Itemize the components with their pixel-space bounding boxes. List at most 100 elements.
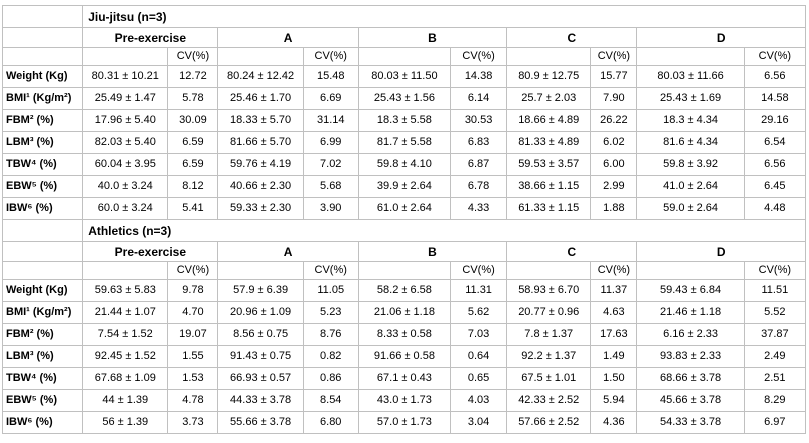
table-row: IBW⁶ (%) 60.0 ± 3.24 5.41 59.33 ± 2.30 3.90 6… bbox=[1, 197, 807, 220]
mean-sd-cell: 8.33 ± 0.58 bbox=[357, 323, 452, 346]
row-label: FBM² (%) bbox=[1, 109, 84, 132]
mean-sd-cell: 41.0 ± 2.64 bbox=[636, 175, 745, 198]
mean-sd-cell: 57.0 ± 1.73 bbox=[357, 411, 452, 434]
cv-cell: 6.59 bbox=[167, 131, 219, 154]
col-header-d: D bbox=[636, 27, 806, 48]
cv-cell: 6.83 bbox=[450, 131, 508, 154]
table-row: BMI¹ (Kg/m²) 25.49 ± 1.47 5.78 25.46 ± 1.70… bbox=[1, 87, 807, 110]
mean-sd-cell: 80.03 ± 11.50 bbox=[357, 65, 452, 88]
cv-cell: 6.00 bbox=[590, 153, 638, 176]
empty-subheader-cell bbox=[357, 47, 452, 66]
corner-cell bbox=[1, 261, 84, 280]
mean-sd-cell: 59.33 ± 2.30 bbox=[217, 197, 304, 220]
cv-header-row: CV(%) CV(%) CV(%) CV(%) CV(%) bbox=[1, 261, 807, 280]
cv-cell: 2.49 bbox=[743, 345, 807, 368]
cv-cell: 17.63 bbox=[590, 323, 638, 346]
corner-cell bbox=[1, 241, 84, 262]
col-header-a: A bbox=[217, 241, 359, 262]
table-row: FBM² (%) 7.54 ± 1.52 19.07 8.56 ± 0.75 8.76 8… bbox=[1, 323, 807, 346]
cv-cell: 14.58 bbox=[743, 87, 807, 110]
condition-header-row: Pre-exercise A B C D bbox=[1, 27, 806, 48]
row-label: TBW⁴ (%) bbox=[1, 153, 84, 176]
mean-sd-cell: 44 ± 1.39 bbox=[82, 389, 169, 412]
cv-cell: 4.48 bbox=[743, 197, 807, 220]
mean-sd-cell: 92.2 ± 1.37 bbox=[506, 345, 592, 368]
empty-subheader-cell bbox=[217, 47, 304, 66]
mean-sd-cell: 80.03 ± 11.66 bbox=[636, 65, 745, 88]
mean-sd-cell: 21.46 ± 1.18 bbox=[636, 301, 745, 324]
cv-cell: 3.04 bbox=[450, 411, 508, 434]
mean-sd-cell: 45.66 ± 3.78 bbox=[636, 389, 745, 412]
cv-cell: 3.73 bbox=[167, 411, 219, 434]
table-row: TBW⁴ (%) 60.04 ± 3.95 6.59 59.76 ± 4.19 7.02… bbox=[1, 153, 807, 176]
mean-sd-cell: 61.33 ± 1.15 bbox=[506, 197, 592, 220]
cv-cell: 4.70 bbox=[167, 301, 219, 324]
mean-sd-cell: 25.46 ± 1.70 bbox=[217, 87, 304, 110]
cv-cell: 4.78 bbox=[167, 389, 219, 412]
cv-cell: 5.78 bbox=[167, 87, 219, 110]
mean-sd-cell: 17.96 ± 5.40 bbox=[82, 109, 169, 132]
mean-sd-cell: 67.68 ± 1.09 bbox=[82, 367, 169, 390]
col-header-c: C bbox=[506, 241, 638, 262]
table-row: BMI¹ (Kg/m²) 21.44 ± 1.07 4.70 20.96 ± 1.09… bbox=[1, 301, 807, 324]
mean-sd-cell: 59.53 ± 3.57 bbox=[506, 153, 592, 176]
cv-cell: 5.68 bbox=[302, 175, 359, 198]
cv-cell: 2.51 bbox=[743, 367, 807, 390]
cv-cell: 14.38 bbox=[450, 65, 508, 88]
cv-cell: 6.14 bbox=[450, 87, 508, 110]
mean-sd-cell: 67.5 ± 1.01 bbox=[506, 367, 592, 390]
mean-sd-cell: 39.9 ± 2.64 bbox=[357, 175, 452, 198]
empty-subheader-cell bbox=[636, 47, 745, 66]
mean-sd-cell: 80.31 ± 10.21 bbox=[82, 65, 169, 88]
row-label: FBM² (%) bbox=[1, 323, 84, 346]
cv-cell: 5.94 bbox=[590, 389, 638, 412]
section-title-row: Athletics (n=3) bbox=[1, 219, 806, 242]
mean-sd-cell: 18.33 ± 5.70 bbox=[217, 109, 304, 132]
mean-sd-cell: 92.45 ± 1.52 bbox=[82, 345, 169, 368]
cv-cell: 4.33 bbox=[450, 197, 508, 220]
mean-sd-cell: 25.43 ± 1.69 bbox=[636, 87, 745, 110]
row-label: Weight (Kg) bbox=[1, 279, 84, 302]
mean-sd-cell: 21.44 ± 1.07 bbox=[82, 301, 169, 324]
section-title-jiu-jitsu: Jiu-jitsu (n=3) bbox=[82, 5, 806, 28]
mean-sd-cell: 40.66 ± 2.30 bbox=[217, 175, 304, 198]
mean-sd-cell: 58.93 ± 6.70 bbox=[506, 279, 592, 302]
cv-cell: 0.64 bbox=[450, 345, 508, 368]
mean-sd-cell: 66.93 ± 0.57 bbox=[217, 367, 304, 390]
cv-cell: 6.80 bbox=[302, 411, 359, 434]
mean-sd-cell: 59.43 ± 6.84 bbox=[636, 279, 745, 302]
mean-sd-cell: 7.54 ± 1.52 bbox=[82, 323, 169, 346]
row-label: BMI¹ (Kg/m²) bbox=[1, 301, 84, 324]
cv-cell: 37.87 bbox=[743, 323, 807, 346]
cv-cell: 6.02 bbox=[590, 131, 638, 154]
mean-sd-cell: 58.2 ± 6.58 bbox=[357, 279, 452, 302]
cv-cell: 2.99 bbox=[590, 175, 638, 198]
mean-sd-cell: 91.66 ± 0.58 bbox=[357, 345, 452, 368]
mean-sd-cell: 25.49 ± 1.47 bbox=[82, 87, 169, 110]
cv-cell: 6.56 bbox=[743, 65, 807, 88]
mean-sd-cell: 59.0 ± 2.64 bbox=[636, 197, 745, 220]
cv-header: CV(%) bbox=[167, 47, 219, 66]
mean-sd-cell: 67.1 ± 0.43 bbox=[357, 367, 452, 390]
cv-cell: 6.56 bbox=[743, 153, 807, 176]
cv-cell: 6.69 bbox=[302, 87, 359, 110]
cv-cell: 11.37 bbox=[590, 279, 638, 302]
corner-cell bbox=[1, 5, 84, 28]
cv-cell: 4.36 bbox=[590, 411, 638, 434]
cv-cell: 5.52 bbox=[743, 301, 807, 324]
row-label: BMI¹ (Kg/m²) bbox=[1, 87, 84, 110]
mean-sd-cell: 6.16 ± 2.33 bbox=[636, 323, 745, 346]
mean-sd-cell: 56 ± 1.39 bbox=[82, 411, 169, 434]
cv-header: CV(%) bbox=[450, 47, 508, 66]
cv-cell: 0.82 bbox=[302, 345, 359, 368]
row-label: IBW⁶ (%) bbox=[1, 411, 84, 434]
table-row: EBW⁵ (%) 40.0 ± 3.24 8.12 40.66 ± 2.30 5.68 3… bbox=[1, 175, 807, 198]
table-row: FBM² (%) 17.96 ± 5.40 30.09 18.33 ± 5.70 31.… bbox=[1, 109, 807, 132]
col-header-c: C bbox=[506, 27, 638, 48]
cv-cell: 15.77 bbox=[590, 65, 638, 88]
row-label: IBW⁶ (%) bbox=[1, 197, 84, 220]
mean-sd-cell: 60.04 ± 3.95 bbox=[82, 153, 169, 176]
mean-sd-cell: 25.43 ± 1.56 bbox=[357, 87, 452, 110]
cv-cell: 6.97 bbox=[743, 411, 807, 434]
